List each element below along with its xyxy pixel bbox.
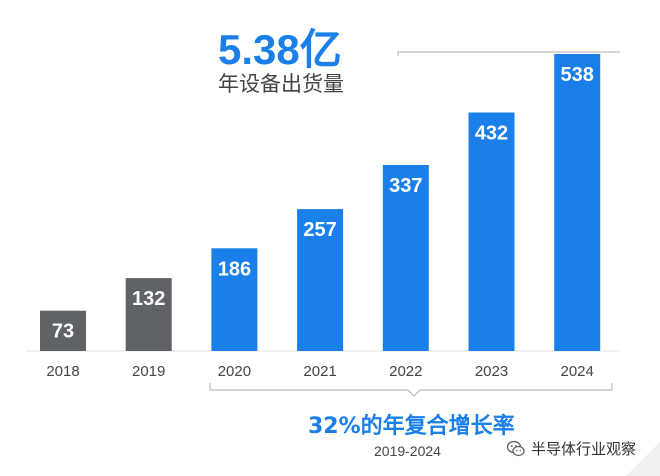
bar-value-label-2020: 186 bbox=[218, 258, 251, 280]
headline-caption: 年设备出货量 bbox=[218, 72, 344, 96]
bar-2022 bbox=[382, 165, 429, 351]
headline-bracket bbox=[397, 51, 620, 56]
bar-2023 bbox=[468, 112, 515, 351]
bar-value-label-2024: 538 bbox=[561, 64, 594, 86]
page-corner bbox=[626, 442, 660, 476]
cagr-bracket bbox=[209, 383, 613, 397]
x-tick-label-2019: 2019 bbox=[132, 363, 165, 380]
cagr-period: 2019-2024 bbox=[374, 443, 441, 459]
x-tick-label-2024: 2024 bbox=[561, 363, 594, 380]
x-tick-label-2023: 2023 bbox=[475, 363, 508, 380]
cagr-label: 32%的年复合增长率 bbox=[308, 414, 515, 439]
watermark-text: 半导体行业观察 bbox=[531, 440, 637, 458]
bar-value-label-2023: 432 bbox=[475, 123, 508, 145]
bar-2018 bbox=[40, 310, 86, 351]
bar-value-label-2021: 257 bbox=[303, 219, 336, 241]
x-tick-label-2018: 2018 bbox=[46, 363, 79, 380]
headline-value: 5.38亿 bbox=[218, 26, 342, 73]
x-tick-label-2022: 2022 bbox=[389, 363, 422, 380]
bar-2020 bbox=[211, 248, 258, 351]
bar-2021 bbox=[297, 209, 344, 351]
x-tick-label-2021: 2021 bbox=[303, 363, 336, 380]
bars-group: 73 2018 132 2019 186 2020 257 2021 337 2022 432 202… bbox=[40, 54, 601, 380]
x-tick-label-2020: 2020 bbox=[218, 363, 251, 380]
watermark: 半导体行业观察 bbox=[506, 438, 636, 459]
bar-2019 bbox=[125, 278, 172, 351]
bar-value-label-2018: 73 bbox=[52, 321, 74, 343]
bar-2024 bbox=[554, 54, 601, 351]
wechat-icon bbox=[506, 440, 525, 456]
bar-value-label-2019: 132 bbox=[132, 288, 165, 310]
bar-value-label-2022: 337 bbox=[389, 175, 422, 197]
